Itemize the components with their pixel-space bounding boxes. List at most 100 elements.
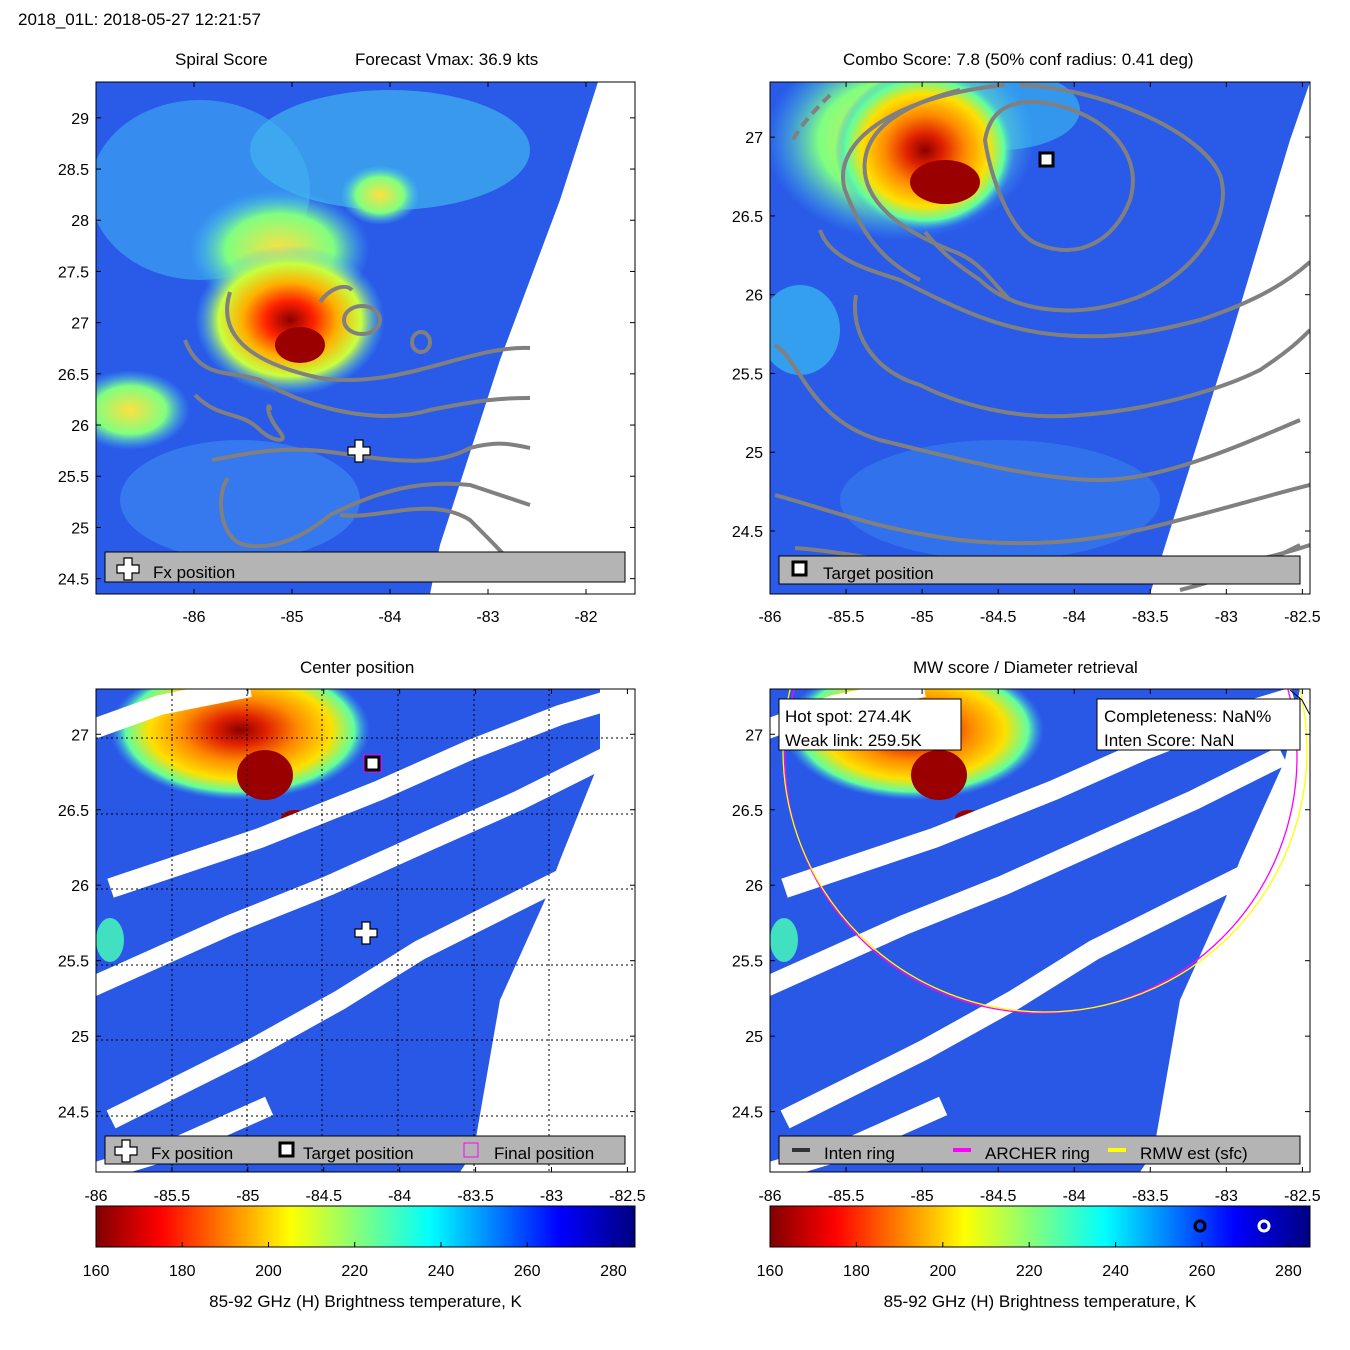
x-tick-label: -82.5 (1284, 609, 1321, 626)
forecast-vmax-title: Forecast Vmax: 36.9 kts (355, 50, 539, 69)
center-position-field (96, 689, 623, 1172)
x-tick-label: -83 (540, 1188, 563, 1205)
completeness-text: Completeness: NaN% (1104, 707, 1271, 726)
y-tick-label: 25 (71, 520, 89, 537)
center-position-legend (104, 1135, 626, 1165)
y-tick-label: 24.5 (732, 524, 763, 541)
x-tick-label: -82 (574, 609, 597, 626)
y-tick-label: 26 (745, 288, 763, 305)
inten-score-text: Inten Score: NaN (1104, 731, 1234, 750)
combo-score-frame (769, 81, 1311, 595)
x-tick-label: -84 (1063, 1188, 1086, 1205)
target-position-legend-icon (791, 560, 808, 577)
final-position-legend-icon (463, 1142, 479, 1158)
spiral-legend-fx-label: Fx position (153, 563, 235, 582)
combo-score-field (770, 82, 1310, 594)
colorbar-tick-label: 180 (169, 1263, 196, 1280)
target-position-marker (1038, 151, 1055, 168)
y-tick-label: 26.5 (58, 803, 89, 820)
mw-legend-rmw-label: RMW est (sfc) (1140, 1144, 1248, 1163)
colorbar-left: 160 180 200 220 240 260 280 (83, 1205, 636, 1280)
spiral-score-title: Spiral Score (175, 50, 268, 69)
y-tick-label: 25 (745, 1029, 763, 1046)
x-tick-label: -86 (84, 1188, 107, 1205)
y-tick-label: 25.5 (58, 954, 89, 971)
spiral-score-field (96, 82, 598, 594)
hot-spot-info-box (778, 698, 962, 751)
spiral-score-legend (104, 551, 626, 583)
y-tick-label: 26.5 (732, 209, 763, 226)
combo-legend-target-label: Target position (823, 564, 934, 583)
y-tick-label: 26.5 (732, 803, 763, 820)
colorbar-tick-label: 200 (929, 1263, 956, 1280)
x-tick-label: -83 (476, 609, 499, 626)
y-tick-label: 25.5 (732, 954, 763, 971)
colorbar-right-gradient (769, 1205, 1311, 1248)
center-legend-final-label: Final position (494, 1144, 594, 1163)
x-tick-label: -85 (280, 609, 303, 626)
combo-score-panel: Target position -86 -85.5 -85 -84.5 -84 -83.5… (732, 81, 1321, 626)
hot-spot-text: Hot spot: 274.4K (785, 707, 912, 726)
colorbar-tick-label: 240 (1102, 1263, 1129, 1280)
center-legend-target-label: Target position (303, 1144, 414, 1163)
x-tick-label: -83.5 (1132, 1188, 1169, 1205)
combo-score-title: Combo Score: 7.8 (50% conf radius: 0.41 … (843, 50, 1194, 69)
x-tick-label: -83.5 (457, 1188, 494, 1205)
archer-ring (784, 689, 1298, 1014)
spiral-score-frame (95, 81, 636, 595)
mw-score-legend (778, 1135, 1301, 1165)
colorbar-left-gradient (95, 1205, 636, 1248)
colorbar-tick-label: 260 (514, 1263, 541, 1280)
y-tick-label: 25 (71, 1029, 89, 1046)
y-tick-label: 29 (71, 111, 89, 128)
y-tick-label: 28.5 (58, 162, 89, 179)
x-tick-label: -83 (1215, 609, 1238, 626)
center-position-gridlines (96, 689, 635, 1172)
y-tick-label: 25 (745, 445, 763, 462)
fx-position-legend-icon (116, 557, 140, 581)
y-tick-label: 27 (745, 130, 763, 147)
x-tick-label: -85 (236, 1188, 259, 1205)
image-header: 2018_01L: 2018-05-27 12:21:57 (18, 10, 261, 29)
fx-position-marker (347, 439, 371, 463)
colorbar-tick-label: 280 (1275, 1263, 1302, 1280)
fx-position-marker (354, 921, 378, 945)
x-tick-label: -85 (911, 609, 934, 626)
y-tick-label: 26 (71, 418, 89, 435)
colorbar-right: 160 180 200 220 240 260 280 (757, 1205, 1311, 1280)
center-position-panel: Fx position Target position Final positi… (58, 688, 646, 1205)
y-tick-label: 28 (71, 213, 89, 230)
y-tick-label: 27 (71, 727, 89, 744)
inten-ring-fragment (1289, 689, 1310, 716)
colorbar-tick-label: 280 (600, 1263, 627, 1280)
weak-link-colorbar-marker (1193, 1219, 1207, 1233)
x-tick-label: -85.5 (154, 1188, 191, 1205)
y-tick-label: 26 (71, 878, 89, 895)
x-tick-label: -85.5 (828, 1188, 865, 1205)
x-tick-label: -84.5 (980, 609, 1017, 626)
x-tick-label: -86 (182, 609, 205, 626)
final-position-marker (363, 754, 382, 773)
combo-score-legend (778, 555, 1301, 585)
y-tick-label: 26 (745, 878, 763, 895)
x-tick-label: -86 (758, 609, 781, 626)
completeness-info-box (1096, 698, 1301, 751)
x-tick-label: -82.5 (609, 1188, 646, 1205)
mw-score-panel: Hot spot: 274.4K Weak link: 259.5K Compl… (732, 688, 1321, 1205)
x-tick-label: -84.5 (306, 1188, 343, 1205)
colorbar-tick-label: 180 (843, 1263, 870, 1280)
colorbar-tick-label: 240 (428, 1263, 455, 1280)
spiral-score-panel: Fx position -86 -85 -84 -83 -82 24.5 25 25.5 26 2… (58, 81, 636, 626)
mw-legend-inten-label: Inten ring (824, 1144, 895, 1163)
colorbar-left-label: 85-92 GHz (H) Brightness temperature, K (209, 1292, 522, 1311)
x-tick-label: -83 (1215, 1188, 1238, 1205)
x-tick-label: -84.5 (980, 1188, 1017, 1205)
y-tick-label: 24.5 (58, 572, 89, 589)
x-tick-label: -85.5 (828, 609, 865, 626)
x-tick-label: -85 (911, 1188, 934, 1205)
x-tick-label: -84 (1063, 609, 1086, 626)
x-tick-label: -84 (388, 1188, 411, 1205)
y-tick-label: 27 (71, 316, 89, 333)
colorbar-tick-label: 160 (83, 1263, 110, 1280)
